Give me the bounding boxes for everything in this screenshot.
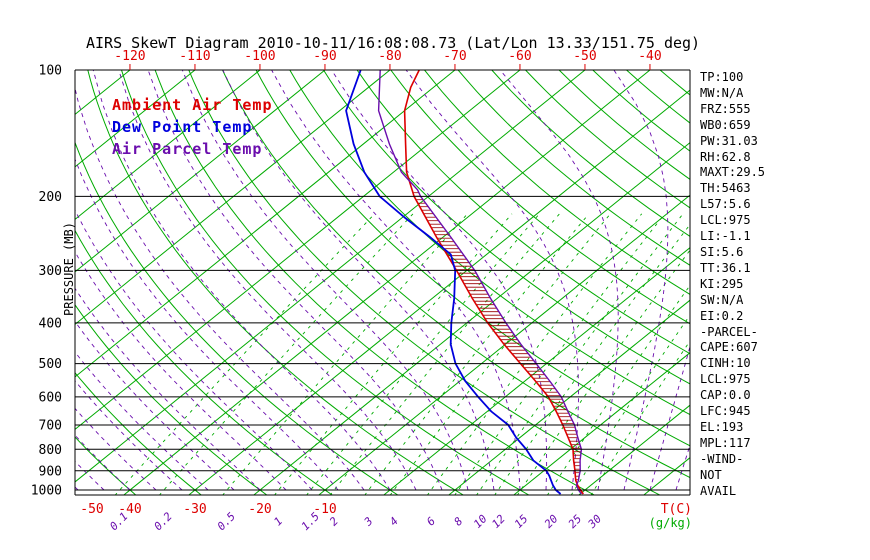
pressure-tick-label: 900 [39,464,62,479]
top-axis-label: -50 [573,49,596,64]
stat-line: FRZ:555 [700,101,751,116]
bottom-axis-label: -50 [80,502,103,517]
top-axis-label: -40 [638,49,661,64]
ambient-temp-curve [403,70,584,495]
pressure-line-group: 100 200 300 400 500 600 700 800 900 1000 [31,64,691,499]
mixing-ratio-label: 8 [452,514,466,528]
stat-line: MPL:117 [700,435,751,450]
mixing-unit-label: (g/kg) [649,516,692,530]
pressure-tick-label: 500 [39,357,62,372]
stat-line: EL:193 [700,419,744,434]
stat-line: LFC:945 [700,404,751,419]
stat-line: AVAIL [700,483,737,498]
mixing-ratio-label: 30 [585,512,605,532]
pressure-tick-label: 200 [39,190,62,205]
top-axis-label: -100 [244,49,275,64]
stat-line: TT:36.1 [700,260,751,275]
pressure-tick-label: 800 [39,443,62,458]
top-temp-axis: -120 -110 -100 -90 -80 -70 -60 -50 -40 [114,49,662,70]
stat-line: TH:5463 [700,181,751,196]
stat-line: LCL:975 [700,372,751,387]
legend: Ambient Air Temp Dew Point Temp Air Parcel… [112,94,273,160]
stat-line: MW:N/A [700,85,744,100]
stat-line: SI:5.6 [700,244,744,259]
top-axis-label: -110 [179,49,210,64]
bottom-temp-axis: -50 -40 -30 -20 -10 T(C) [80,502,692,517]
mixing-ratio-label: 6 [424,514,438,528]
pressure-tick-label: 700 [39,418,62,433]
legend-item: Ambient Air Temp [112,96,273,114]
mixing-ratio-label: 4 [387,515,401,529]
stat-line: KI:295 [700,276,744,291]
stat-line: -PARCEL- [700,324,758,339]
stat-line: CAPE:607 [700,340,758,355]
pressure-tick-label: 400 [39,316,62,331]
stat-line: PW:31.03 [700,133,758,148]
pressure-tick-label: 300 [39,264,62,279]
mixing-ratio-label: 0.2 [152,510,176,534]
cape-hatch-group [413,192,582,481]
top-axis-label: -90 [313,49,336,64]
chart-title: AIRS SkewT Diagram 2010-10-11/16:08:08.7… [86,34,701,52]
dewpoint-curve [345,70,562,495]
legend-item: Air Parcel Temp [112,140,263,158]
stat-line: RH:62.8 [700,149,751,164]
mixing-ratio-label: 15 [512,512,531,531]
stat-line: WB0:659 [700,117,751,132]
mixing-ratio-label: 3 [361,515,376,530]
isotherm-group [75,70,690,495]
plot-grid [75,70,690,495]
stat-line: NOT [700,467,722,482]
mixing-ratio-label: 10 [471,512,490,531]
stat-line: LI:-1.1 [700,229,751,244]
bottom-axis-label: -10 [313,502,336,517]
mixing-ratio-label: 25 [566,512,585,531]
stat-line: CINH:10 [700,356,751,371]
mixing-ratio-label: 20 [542,512,561,531]
bottom-axis-label: -40 [118,502,141,517]
bottom-axis-label: -20 [248,502,271,517]
top-axis-label: -80 [378,49,401,64]
pressure-tick-label: 100 [39,64,62,79]
legend-item: Dew Point Temp [112,118,253,136]
stat-line: SW:N/A [700,292,744,307]
stat-line: -WIND- [700,451,744,466]
top-axis-label: -60 [508,49,531,64]
temp-unit-label: T(C) [661,502,692,517]
pressure-tick-label: 600 [39,390,62,405]
stat-line: EI:0.2 [700,308,744,323]
top-axis-label: -70 [443,49,466,64]
mixing-ratio-label: 0.5 [215,510,238,533]
stat-line: LCL:975 [700,213,751,228]
mixing-ratio-label: 1 [271,515,285,529]
top-axis-label: -120 [114,49,145,64]
stats-panel: TP:100 MW:N/A FRZ:555 WB0:659 PW:31.03 RH:62.… [700,70,765,499]
parcel-curve [377,70,583,495]
stat-line: TP:100 [700,70,744,84]
mixing-ratio-label: 12 [489,512,508,531]
pressure-tick-label: 1000 [31,484,62,499]
bottom-axis-label: -30 [183,502,206,517]
stat-line: L57:5.6 [700,197,751,212]
stat-line: MAXT:29.5 [700,165,766,180]
stat-line: CAP:0.0 [700,388,751,403]
